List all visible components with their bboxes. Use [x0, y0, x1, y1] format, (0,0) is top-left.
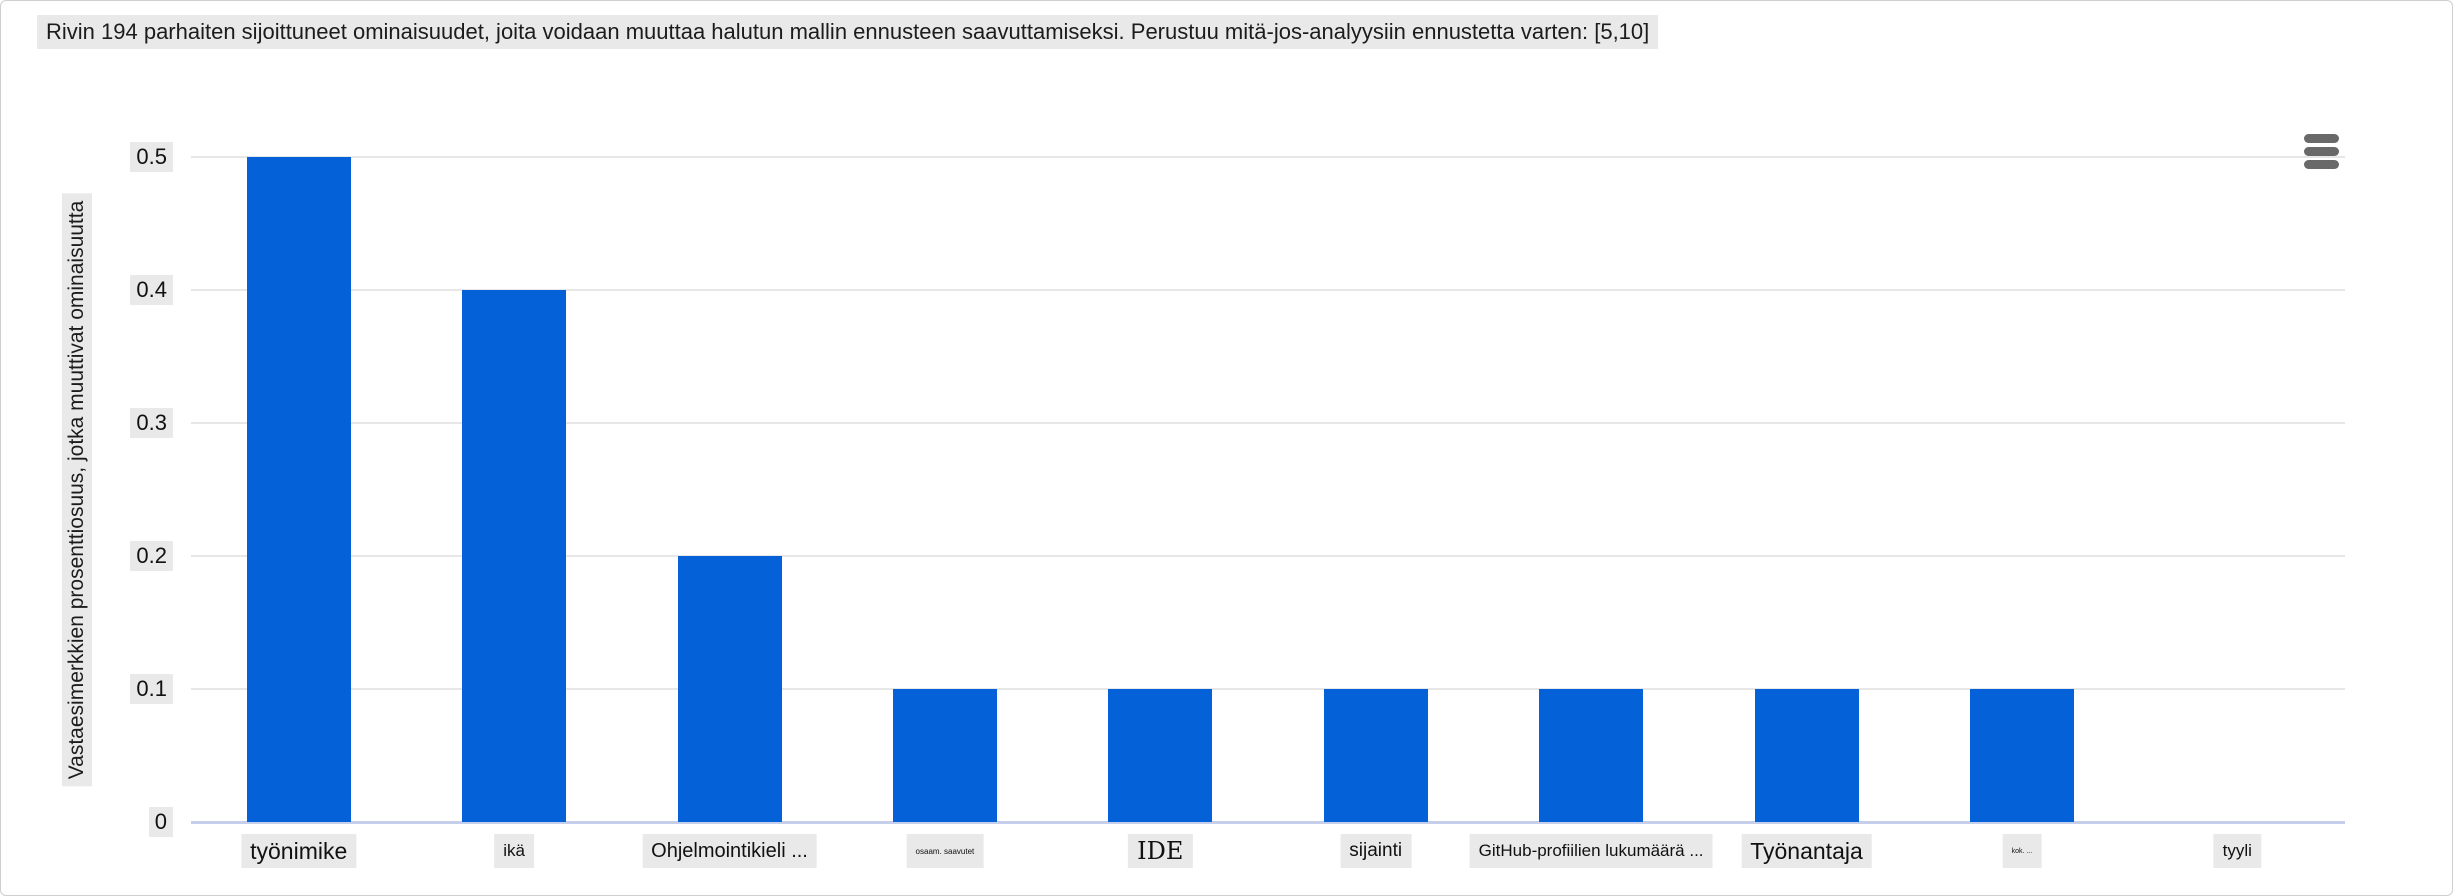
- gridline: [191, 688, 2345, 690]
- x-tick-label: osaam. saavutet: [906, 834, 984, 868]
- x-tick-label: Ohjelmointikieli ...: [642, 834, 817, 868]
- y-tick-label: 0: [81, 807, 173, 837]
- bar[interactable]: [1969, 689, 2074, 822]
- bar[interactable]: [246, 157, 351, 822]
- y-tick-label: 0.4: [81, 275, 173, 305]
- bar[interactable]: [1754, 689, 1859, 822]
- x-axis-line: [191, 821, 2345, 824]
- y-tick-label: 0.2: [81, 541, 173, 571]
- bar[interactable]: [892, 689, 997, 822]
- bar[interactable]: [677, 556, 782, 822]
- chart-title-text: Rivin 194 parhaiten sijoittuneet ominais…: [37, 15, 1659, 49]
- gridline: [191, 289, 2345, 291]
- y-tick-label: 0.3: [81, 408, 173, 438]
- x-tick-label: IDE: [1128, 834, 1193, 868]
- bar[interactable]: [1323, 689, 1428, 822]
- y-tick-label: 0.1: [81, 674, 173, 704]
- bar[interactable]: [1539, 689, 1644, 822]
- x-tick-label: tyyli: [2213, 834, 2261, 868]
- x-tick-label: Työnantaja: [1741, 834, 1872, 868]
- x-tick-label: työnimike: [241, 834, 357, 868]
- gridline: [191, 156, 2345, 158]
- chart-title: Rivin 194 parhaiten sijoittuneet ominais…: [37, 15, 1659, 49]
- x-tick-label: sijainti: [1340, 834, 1412, 868]
- hamburger-menu-icon: [2304, 147, 2339, 156]
- x-tick-label: kok. ...: [2002, 834, 2042, 868]
- hamburger-menu-icon: [2304, 134, 2339, 143]
- bar[interactable]: [462, 290, 567, 822]
- bar[interactable]: [1108, 689, 1213, 822]
- gridline: [191, 422, 2345, 424]
- y-tick-label: 0.5: [81, 142, 173, 172]
- modebar-menu-button[interactable]: [2300, 130, 2344, 174]
- x-tick-label: ikä: [494, 834, 534, 868]
- x-tick-label: GitHub-profiilien lukumäärä ...: [1469, 834, 1713, 868]
- gridline: [191, 555, 2345, 557]
- hamburger-menu-icon: [2304, 160, 2339, 169]
